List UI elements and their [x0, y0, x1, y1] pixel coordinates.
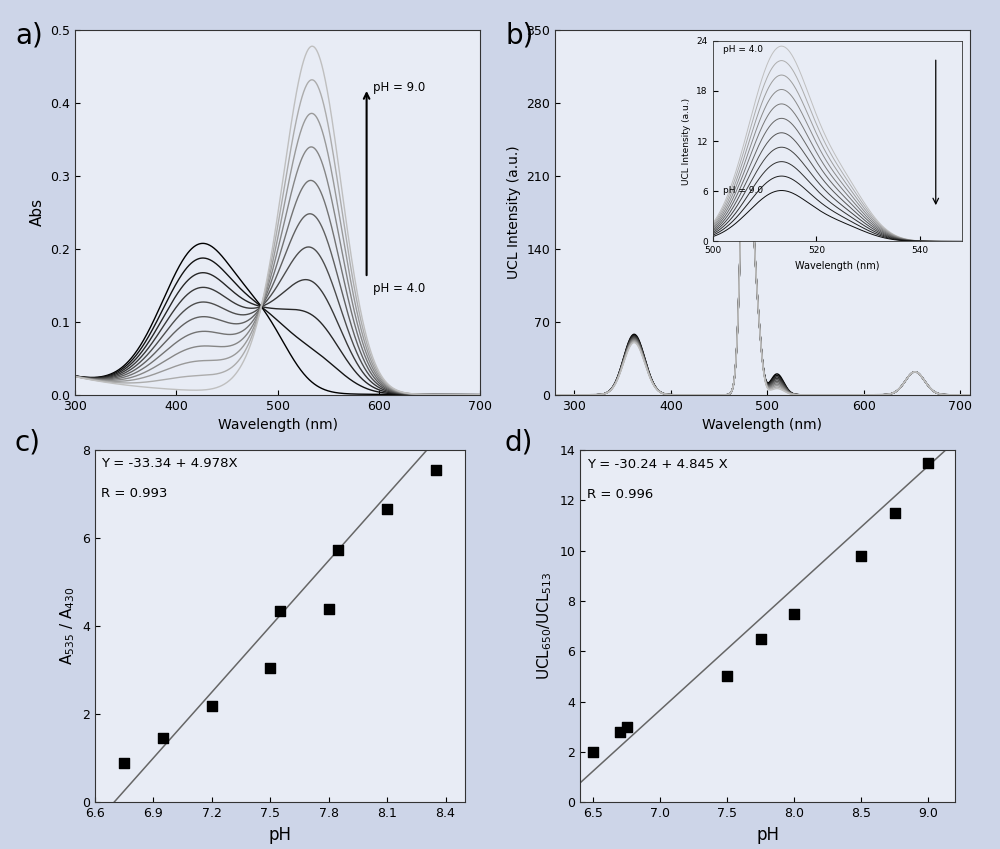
Point [920, 456, 936, 469]
Point [116, 756, 132, 769]
Point [786, 607, 802, 621]
Point [585, 745, 601, 759]
Point [262, 661, 278, 675]
X-axis label: pH: pH [268, 826, 292, 844]
X-axis label: Wavelength (nm): Wavelength (nm) [218, 419, 338, 432]
Y-axis label: A$_{535}$ / A$_{430}$: A$_{535}$ / A$_{430}$ [58, 587, 77, 666]
Point [272, 604, 288, 617]
Y-axis label: UCL Intensity (a.u.): UCL Intensity (a.u.) [507, 145, 521, 279]
Point [753, 632, 769, 645]
Point [155, 732, 171, 745]
Text: R = 0.993: R = 0.993 [101, 487, 167, 500]
Y-axis label: UCL$_{650}$/UCL$_{513}$: UCL$_{650}$/UCL$_{513}$ [535, 572, 554, 680]
Point [321, 603, 337, 616]
X-axis label: Wavelength (nm): Wavelength (nm) [702, 419, 822, 432]
Text: a): a) [15, 21, 43, 49]
Point [204, 700, 220, 713]
Text: pH = 4.0: pH = 4.0 [373, 282, 425, 295]
Point [330, 543, 346, 557]
Point [379, 503, 395, 516]
Y-axis label: Abs: Abs [30, 198, 45, 227]
X-axis label: pH: pH [756, 826, 779, 844]
Text: Y = -33.34 + 4.978X: Y = -33.34 + 4.978X [101, 457, 237, 469]
Point [438, 435, 454, 448]
Point [612, 725, 628, 739]
Text: R = 0.996: R = 0.996 [587, 487, 653, 501]
Text: c): c) [15, 429, 41, 457]
Point [719, 670, 735, 683]
Point [887, 506, 903, 520]
Point [853, 549, 869, 563]
Text: d): d) [505, 429, 533, 457]
Text: Y = -30.24 + 4.845 X: Y = -30.24 + 4.845 X [587, 458, 727, 470]
Text: b): b) [505, 21, 533, 49]
Point [428, 463, 444, 476]
Point [619, 720, 635, 734]
Text: pH = 9.0: pH = 9.0 [373, 81, 425, 94]
